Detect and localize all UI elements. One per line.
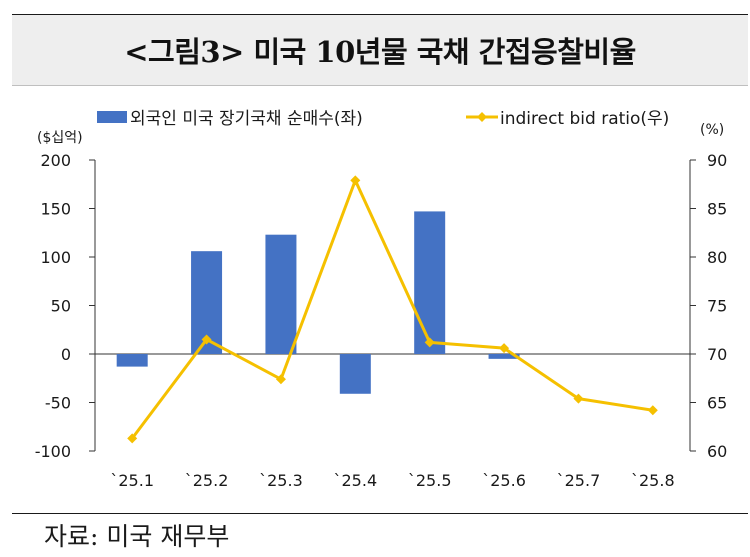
left-tick-label: 50 (51, 297, 71, 316)
left-tick-label: 200 (40, 151, 71, 170)
line-series (127, 175, 658, 444)
legend: 외국인 미국 장기국채 순매수(좌) indirect bid ratio(우) (97, 109, 669, 129)
left-axis-label: ($십억) (37, 130, 83, 146)
line-marker (201, 334, 212, 345)
x-tick-label: `25.6 (482, 471, 526, 490)
line-marker (127, 433, 138, 444)
line-marker (499, 343, 510, 354)
left-tick-label: -100 (35, 442, 71, 461)
right-tick-label: 80 (707, 248, 727, 267)
legend-bar-label: 외국인 미국 장기국채 순매수(좌) (130, 109, 363, 129)
bar (339, 354, 371, 394)
bar (488, 354, 520, 359)
line-marker (647, 405, 658, 416)
right-tick-label: 70 (707, 345, 727, 364)
chart-frame: <그림3> 미국 10년물 국채 간접응찰비율 (12, 14, 748, 514)
bar-series (116, 211, 520, 394)
line-marker (275, 374, 286, 385)
left-axis: -100 -50 0 50 100 150 200 (35, 151, 690, 461)
right-axis-label: (%) (700, 122, 724, 138)
line-marker (424, 337, 435, 348)
bar (116, 354, 148, 367)
x-tick-label: `25.8 (631, 471, 675, 490)
chart-title: <그림3> 미국 10년물 국채 간접응찰비율 (124, 35, 636, 69)
right-tick-label: 90 (707, 151, 727, 170)
x-axis: `25.1 `25.2 `25.3 `25.4 `25.5 `25.6 `25.7 `25.8 (110, 471, 674, 490)
right-tick-label: 65 (707, 394, 727, 413)
x-tick-label: `25.2 (185, 471, 229, 490)
line-marker (573, 393, 584, 404)
x-tick-label: `25.3 (259, 471, 303, 490)
right-tick-label: 60 (707, 442, 727, 461)
left-tick-label: 0 (61, 345, 71, 364)
line-marker (350, 175, 361, 186)
right-axis: 60 65 70 75 80 85 90 (689, 151, 727, 461)
title-bar: <그림3> 미국 10년물 국채 간접응찰비율 (12, 15, 748, 86)
source-note: 자료: 미국 재무부 (44, 522, 230, 551)
left-tick-label: 100 (40, 248, 71, 267)
legend-line-marker (477, 112, 487, 122)
right-tick-label: 85 (707, 200, 727, 219)
left-tick-label: 150 (40, 200, 71, 219)
x-tick-label: `25.4 (334, 471, 378, 490)
right-tick-label: 75 (707, 297, 727, 316)
bar (265, 234, 297, 354)
legend-bar-swatch (97, 111, 127, 123)
bar (414, 211, 446, 354)
series-line (130, 178, 654, 440)
x-tick-label: `25.5 (408, 471, 452, 490)
left-tick-label: -50 (45, 394, 71, 413)
x-tick-label: `25.1 (110, 471, 154, 490)
x-tick-label: `25.7 (557, 471, 601, 490)
legend-line-label: indirect bid ratio(우) (500, 109, 669, 129)
